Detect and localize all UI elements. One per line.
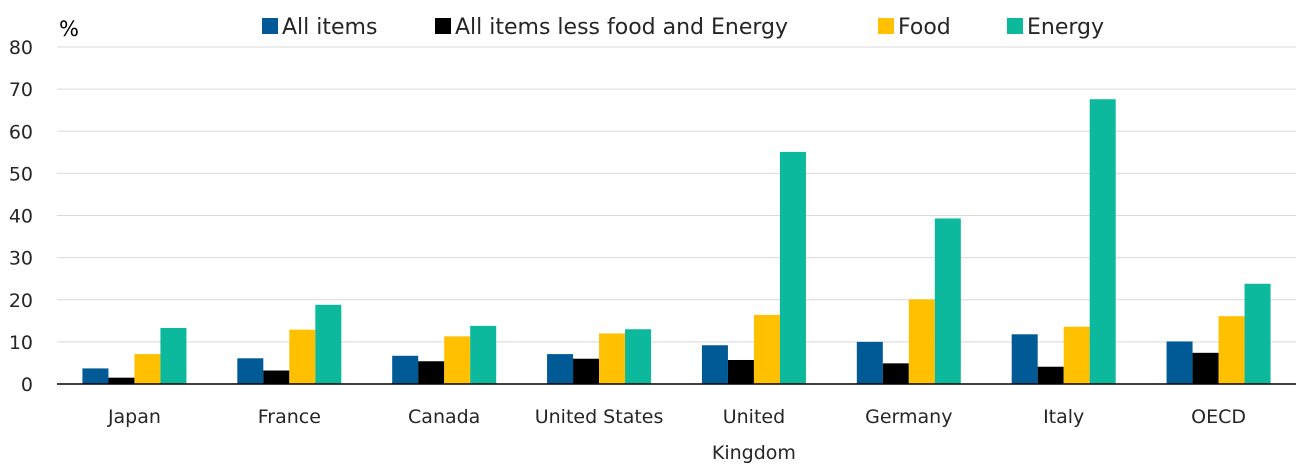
unit-label: % — [59, 17, 79, 41]
bar-food-6 — [1063, 326, 1090, 384]
bar-all-items-less-food-and-energy-5 — [882, 363, 909, 384]
bar-all-items-0 — [82, 368, 109, 384]
legend-label: Energy — [1027, 15, 1104, 40]
bar-all-items-1 — [237, 358, 264, 384]
bar-all-items-5 — [856, 341, 883, 384]
bar-all-items-7 — [1166, 341, 1193, 384]
x-category-label: Italy — [1043, 406, 1084, 428]
bar-energy-0 — [160, 327, 187, 384]
legend-swatch — [878, 18, 894, 34]
y-tick-label: 0 — [21, 374, 33, 396]
bar-food-1 — [289, 329, 316, 384]
bar-energy-6 — [1089, 99, 1116, 385]
bar-energy-5 — [934, 218, 961, 384]
legend-swatch — [262, 18, 278, 34]
bar-food-2 — [444, 336, 471, 384]
bar-energy-2 — [470, 325, 497, 384]
y-tick-label: 80 — [9, 37, 33, 59]
bar-food-3 — [599, 333, 626, 384]
legend: All items All items less food and Energy F… — [262, 15, 1104, 40]
bar-all-items-less-food-and-energy-1 — [263, 370, 290, 384]
y-tick-label: 10 — [9, 332, 33, 354]
bar-all-items-less-food-and-energy-6 — [1037, 366, 1064, 384]
x-category-label: Kingdom — [712, 442, 796, 464]
bar-all-items-less-food-and-energy-2 — [418, 361, 445, 384]
legend-label: All items — [282, 15, 377, 40]
bar-food-5 — [908, 299, 935, 384]
y-tick-label: 70 — [9, 79, 33, 101]
gridlines — [57, 46, 1296, 343]
bar-all-items-3 — [547, 354, 574, 384]
bar-all-items-less-food-and-energy-4 — [727, 359, 754, 384]
bar-food-4 — [753, 314, 780, 384]
bar-all-items-4 — [701, 345, 728, 384]
x-category-label: Japan — [107, 406, 161, 428]
x-category-label: United — [723, 406, 785, 428]
legend-swatch — [435, 18, 451, 34]
x-category-label: Germany — [865, 406, 952, 428]
bar-food-7 — [1218, 316, 1245, 384]
x-axis-labels: Japan France Canada United States United King… — [107, 406, 1246, 464]
bars — [82, 99, 1271, 385]
y-axis-ticks: 0 10 20 30 40 50 60 70 80 — [9, 37, 33, 396]
y-tick-label: 20 — [9, 290, 33, 312]
bar-all-items-less-food-and-energy-0 — [108, 377, 135, 384]
y-tick-label: 50 — [9, 163, 33, 185]
bar-energy-7 — [1244, 283, 1271, 384]
bar-food-0 — [134, 354, 161, 384]
bar-energy-4 — [779, 151, 806, 384]
x-category-label: Canada — [408, 406, 480, 428]
y-tick-label: 30 — [9, 248, 33, 270]
x-category-label: United States — [535, 406, 664, 428]
legend-swatch — [1007, 18, 1023, 34]
x-category-label: OECD — [1191, 406, 1246, 428]
legend-label: All items less food and Energy — [455, 15, 788, 40]
bar-energy-3 — [625, 329, 652, 384]
y-tick-label: 60 — [9, 121, 33, 143]
bar-energy-1 — [315, 304, 342, 384]
x-category-label: France — [258, 406, 321, 428]
bar-all-items-6 — [1011, 334, 1038, 384]
legend-label: Food — [898, 15, 951, 40]
bar-all-items-2 — [392, 355, 419, 384]
y-tick-label: 40 — [9, 206, 33, 228]
bar-all-items-less-food-and-energy-7 — [1192, 352, 1219, 384]
bar-all-items-less-food-and-energy-3 — [573, 358, 600, 384]
